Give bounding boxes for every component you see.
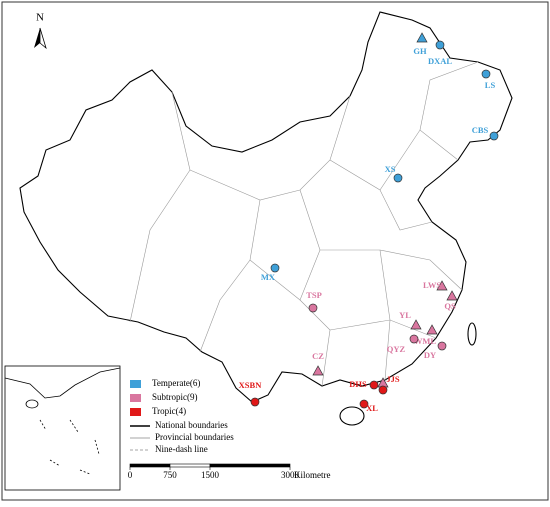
site-label: QS (444, 301, 456, 311)
site-marker (489, 131, 499, 141)
site-label: DY (424, 350, 436, 360)
site-label: XSBN (239, 380, 263, 390)
site-label: DHS (349, 379, 367, 389)
legend-label: Subtropic(9) (152, 392, 198, 402)
site-label: TSP (306, 290, 322, 300)
site-marker (416, 32, 428, 43)
scale-segment (209, 463, 291, 468)
legend-label: Nine-dash line (155, 444, 208, 454)
scale-label: 1500 (201, 470, 220, 480)
site-marker (308, 303, 318, 313)
site-label: YL (399, 310, 411, 320)
site-label: WML (414, 336, 437, 346)
site-marker (437, 341, 447, 351)
site-marker (426, 324, 438, 335)
site-label: MX (261, 272, 276, 282)
legend-swatch (130, 394, 141, 402)
scale-label: 3000 (281, 470, 300, 480)
legend-swatch (130, 408, 141, 416)
site-marker (393, 173, 403, 183)
inset (4, 365, 121, 491)
site-marker (446, 290, 458, 301)
scale-segment (169, 463, 211, 468)
legend-label: National boundaries (155, 420, 228, 430)
legend-label: Tropic(4) (152, 406, 186, 416)
legend-swatch (130, 380, 141, 388)
site-marker (436, 280, 448, 291)
scale-segment (129, 463, 171, 468)
north-label: N (36, 12, 44, 24)
provincial-boundaries (129, 61, 479, 387)
legend-label: Provincial boundaries (155, 432, 234, 442)
national-boundary (19, 11, 513, 426)
site-label: CBS (472, 125, 489, 135)
scale-label: 750 (163, 470, 177, 480)
site-marker (378, 385, 388, 395)
site-label: GH (413, 46, 427, 56)
scale-label: 0 (128, 470, 133, 480)
legend: Temperate(6) Subtropic(9) Tropic(4) Nationa… (130, 378, 234, 454)
site-label: JJS (386, 374, 400, 384)
site-label: XL (366, 403, 378, 413)
site-label: DXAL (428, 56, 452, 66)
site-label: XS (385, 164, 396, 174)
site-marker (481, 69, 491, 79)
site-label: LWS (423, 280, 441, 290)
site-marker (250, 397, 260, 407)
site-marker (312, 365, 324, 376)
site-marker (410, 319, 422, 330)
site-label: QYZ (387, 344, 406, 354)
site-label: CZ (312, 351, 324, 361)
site-marker (409, 334, 419, 344)
site-label: LS (485, 80, 496, 90)
legend-label: Temperate(6) (152, 378, 200, 388)
north-arrow: N (34, 12, 47, 50)
scale-unit: Kilometre (294, 470, 331, 480)
site-marker (270, 263, 280, 273)
site-marker (359, 399, 369, 409)
site-marker (435, 40, 445, 50)
site-marker (369, 380, 379, 390)
